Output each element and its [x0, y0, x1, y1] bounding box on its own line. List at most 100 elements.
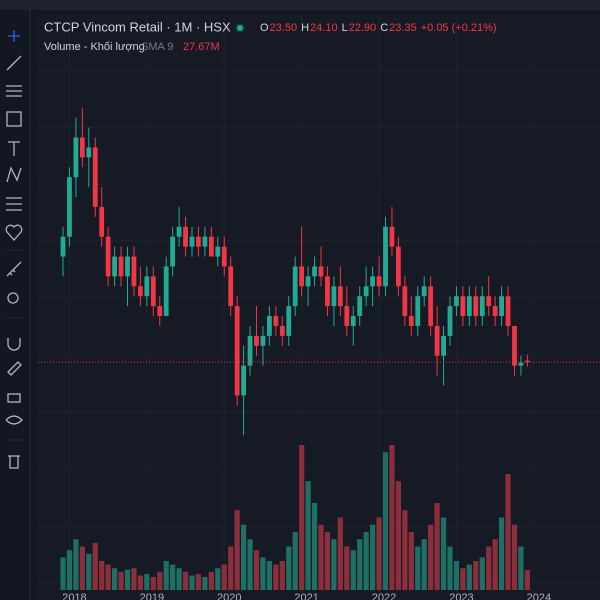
- volume-bar: [60, 557, 66, 590]
- shape-tool[interactable]: [6, 111, 22, 127]
- volume-bar: [99, 561, 105, 590]
- candle-body: [331, 286, 337, 307]
- volume-bar: [350, 550, 356, 590]
- text-tool[interactable]: [8, 141, 20, 156]
- candle-body: [254, 335, 259, 346]
- candle-body: [247, 335, 253, 366]
- volume-bar: [189, 575, 195, 590]
- volume-bar: [363, 532, 369, 590]
- volume-bar: [137, 575, 143, 590]
- candle-body: [312, 266, 317, 277]
- candle-body: [292, 266, 298, 307]
- prediction-tool[interactable]: [6, 197, 22, 211]
- magnet-tool[interactable]: [7, 338, 21, 351]
- hide-tool[interactable]: [5, 415, 23, 425]
- volume-bar: [176, 568, 182, 590]
- volume-bar: [370, 524, 376, 590]
- icon-tool[interactable]: [5, 224, 23, 241]
- candle-body: [428, 286, 434, 326]
- legend-key: H: [301, 22, 309, 34]
- volume-bar: [105, 564, 111, 590]
- measure-tool[interactable]: [6, 261, 22, 277]
- tool-icons: [5, 30, 23, 469]
- volume-bar: [518, 546, 524, 590]
- candle-body: [221, 246, 227, 267]
- volume-bar: [118, 571, 124, 590]
- candle-body: [208, 236, 214, 257]
- candle-body: [215, 246, 221, 257]
- candle-body: [363, 286, 369, 297]
- volume-bar: [511, 524, 518, 590]
- delete-tool[interactable]: [8, 455, 20, 469]
- volume-bar: [395, 481, 401, 590]
- volume-bar: [486, 546, 492, 590]
- volume-bar: [492, 539, 498, 590]
- trend-line-tool[interactable]: [6, 55, 22, 71]
- x-tick-label: 2021: [294, 592, 318, 600]
- volume-bar: [286, 546, 292, 590]
- candle-body: [150, 276, 156, 307]
- volume-bar: [86, 553, 92, 590]
- volume-bar: [408, 532, 414, 590]
- legend-value: 24.10: [310, 22, 338, 34]
- candle-body: [492, 306, 498, 317]
- volume-bar: [440, 517, 447, 590]
- candle-body: [125, 256, 130, 277]
- volume-bar: [376, 517, 382, 590]
- candle-body: [518, 362, 524, 366]
- candle-body: [512, 325, 517, 366]
- volume-bar: [253, 550, 260, 590]
- candle-body: [241, 365, 246, 396]
- volume-bar: [447, 546, 453, 590]
- volume-bar: [131, 568, 137, 590]
- candle-body: [479, 296, 485, 317]
- candle-body: [163, 266, 169, 317]
- candle-body: [305, 276, 311, 287]
- fib-tool[interactable]: [6, 85, 22, 97]
- candle-body: [383, 226, 388, 287]
- candle-body: [466, 296, 472, 317]
- volume-bar: [460, 568, 466, 590]
- candle-body: [157, 306, 163, 317]
- candle-body: [112, 256, 117, 277]
- volume-bar: [208, 571, 214, 590]
- volume-bar: [499, 517, 505, 590]
- candle-body: [105, 236, 111, 277]
- x-tick-label: 2020: [217, 592, 241, 600]
- volume-bar: [112, 568, 118, 590]
- candle-body: [408, 316, 414, 326]
- candle-body: [434, 325, 440, 356]
- candle-body: [67, 177, 72, 237]
- candle-body: [325, 276, 330, 307]
- volume-bar: [337, 517, 343, 590]
- candle-body: [415, 296, 421, 326]
- stay-drawing-tool[interactable]: [7, 361, 22, 376]
- volume-bar: [331, 539, 337, 590]
- candle-body: [389, 226, 395, 247]
- crosshair-tool[interactable]: [8, 30, 20, 42]
- zoom-tool[interactable]: [7, 292, 19, 304]
- pattern-tool[interactable]: [6, 166, 22, 183]
- volume-bar: [215, 568, 221, 590]
- candle-body: [454, 296, 459, 307]
- candle-body: [402, 286, 408, 317]
- lock-tool[interactable]: [7, 393, 21, 403]
- candle-body: [260, 335, 266, 346]
- candle-body: [99, 206, 105, 237]
- volume-bar: [434, 503, 440, 590]
- candle-body: [183, 226, 188, 247]
- candles: [38, 107, 600, 436]
- left-toolbar: [0, 10, 30, 600]
- candle-body: [370, 276, 375, 287]
- volume-bar: [79, 546, 85, 590]
- candle-body: [421, 286, 427, 297]
- volume-bar: [428, 524, 434, 590]
- volume-indicator: SMA 9: [141, 41, 173, 53]
- candle-body: [486, 296, 492, 307]
- candle-body: [499, 296, 504, 317]
- top-toolbar[interactable]: [0, 0, 600, 10]
- volume-bar: [150, 576, 156, 590]
- legend-value: 23.50: [270, 22, 298, 34]
- volume-bar: [311, 503, 318, 590]
- legend-key: L: [342, 22, 348, 34]
